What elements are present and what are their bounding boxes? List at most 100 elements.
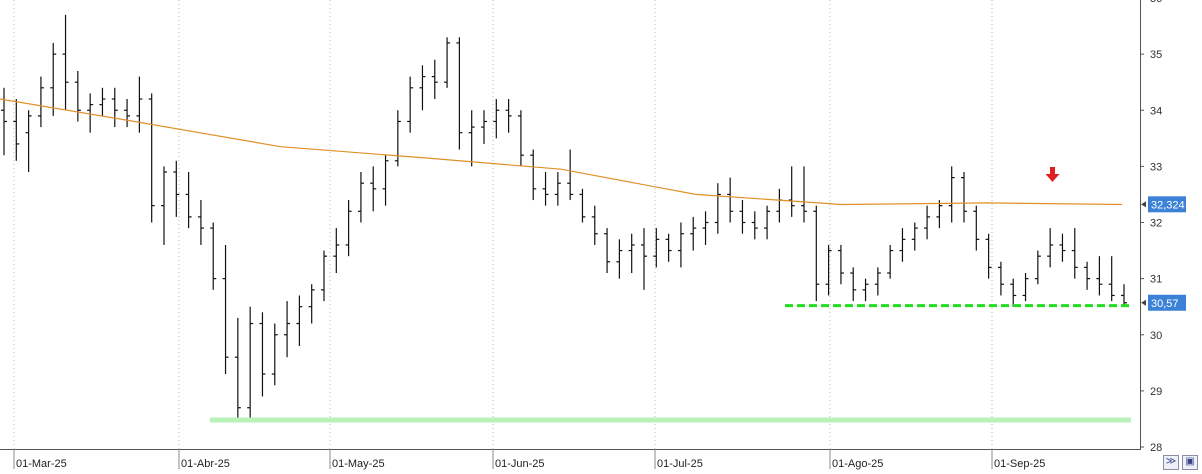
ohlc-bar (407, 76, 414, 133)
ohlc-bar (961, 171, 967, 223)
svg-text:30,57: 30,57 (1151, 298, 1179, 310)
red-down-arrow-icon (1045, 167, 1060, 182)
ohlc-bar (370, 166, 377, 212)
ohlc-bar (911, 222, 918, 251)
ohlc-bar (136, 76, 143, 133)
y-tick-label: 28 (1150, 442, 1162, 454)
ohlc-bar (394, 110, 401, 167)
ohlc-bar (702, 211, 709, 245)
ohlc-bar (616, 239, 623, 279)
ohlc-bar (87, 93, 94, 133)
ohlc-bar (579, 188, 586, 223)
ohlc-bar (985, 233, 992, 279)
axes (0, 0, 1141, 450)
ohlc-bar (468, 110, 475, 167)
ohlc-bar (653, 228, 660, 268)
ohlc-bar (1059, 233, 1066, 262)
ohlc-bar (641, 228, 647, 290)
save-icon[interactable]: ▣ (1182, 455, 1198, 470)
ohlc-bar (37, 76, 44, 128)
ohlc-bar (567, 149, 574, 201)
ohlc-bar (997, 261, 1004, 296)
ohlc-bar (924, 205, 931, 240)
price-tags: 32,324 30,57 (1141, 196, 1186, 311)
ohlc-bar (222, 244, 229, 375)
ohlc-bar (1010, 278, 1017, 307)
ohlc-bar (591, 205, 598, 245)
ohlc-bar (628, 233, 635, 274)
vertical-grid (13, 0, 993, 449)
ohlc-bar (862, 278, 869, 302)
ohlc-bar (1022, 273, 1029, 302)
ohlc-bar (874, 267, 881, 296)
ohlc-bar (739, 200, 746, 234)
ohlc-bar (973, 205, 980, 251)
ohlc-bar (948, 166, 955, 223)
ohlc-bar (345, 200, 352, 257)
ohlc-bar (665, 233, 672, 262)
ohlc-bar (801, 166, 807, 223)
ohlc-bar (825, 244, 832, 296)
ohlc-bar (173, 160, 180, 217)
x-axis-labels: 01-Mar-25 01-Abr-25 01-May-25 01-Jun-25 01-J… (13, 449, 1045, 470)
ohlc-bar (161, 166, 167, 245)
ohlc-bar (530, 149, 537, 201)
x-tick-label: 01-Sep-25 (994, 458, 1045, 470)
ohlc-bar (751, 211, 758, 240)
ohlc-bar (308, 284, 315, 324)
x-tick-label: 01-May-25 (332, 458, 385, 470)
ohlc-bar (296, 295, 303, 346)
ohlc-bar (690, 216, 697, 251)
ohlc-bar (481, 110, 487, 144)
ohlc-bar (727, 177, 734, 223)
ohlc-bar (1034, 250, 1041, 285)
ohlc-bar (62, 14, 69, 111)
ohlc-bar (74, 70, 81, 122)
y-tick-label: 29 (1150, 386, 1162, 398)
ohlc-bar (247, 306, 254, 419)
ohlc-bar (887, 244, 894, 279)
ohlc-bar (813, 205, 820, 302)
double-chevron-down-icon[interactable]: ≫ (1163, 455, 1179, 470)
ohlc-bar (1071, 228, 1078, 279)
ohlc-bar (1084, 261, 1091, 290)
ohlc-bar (936, 200, 943, 229)
ohlc-bar (99, 87, 106, 116)
ohlc-bar (444, 37, 451, 88)
ohlc-bar (604, 228, 611, 274)
ohlc-bar (505, 99, 512, 133)
y-tick-label: 31 (1150, 274, 1162, 286)
ohlc-bar (788, 166, 795, 217)
ohlc-bar (197, 200, 204, 245)
ohlc-bar (1096, 256, 1103, 296)
ohlc-bar (1121, 284, 1127, 307)
moving-average-line (0, 98, 1123, 206)
ohlc-bar (493, 99, 500, 139)
y-tick-label: 30 (1150, 330, 1162, 342)
ohlc-bar (210, 222, 217, 290)
ohlc-bar (357, 171, 364, 223)
ohlc-bar (542, 171, 549, 206)
ohlc-bar (517, 110, 524, 167)
x-tick-label: 01-Jun-25 (495, 458, 545, 470)
ohlc-bar (1047, 228, 1054, 268)
x-tick-label: 01-Abr-25 (181, 458, 230, 470)
ohlc-bar (25, 110, 32, 172)
ohlc-bar (837, 244, 844, 285)
support-levels (210, 304, 1131, 423)
y-tick-label: 36 (1150, 0, 1162, 5)
ohlc-bars (1, 14, 1127, 419)
corner-buttons: ≫ ▣ (1163, 455, 1198, 470)
ohlc-bar (111, 87, 118, 128)
ohlc-bar (431, 59, 438, 100)
ohlc-bar (321, 250, 327, 302)
ohlc-bar (764, 205, 771, 240)
ohlc-bar (554, 171, 561, 206)
ohlc-bar (1108, 256, 1115, 302)
y-tick-label: 33 (1150, 161, 1162, 173)
price-tag: 32,324 (1141, 196, 1186, 213)
ohlc-bar (776, 188, 783, 223)
ohlc-bar (148, 93, 155, 223)
ohlc-bar (50, 42, 57, 116)
